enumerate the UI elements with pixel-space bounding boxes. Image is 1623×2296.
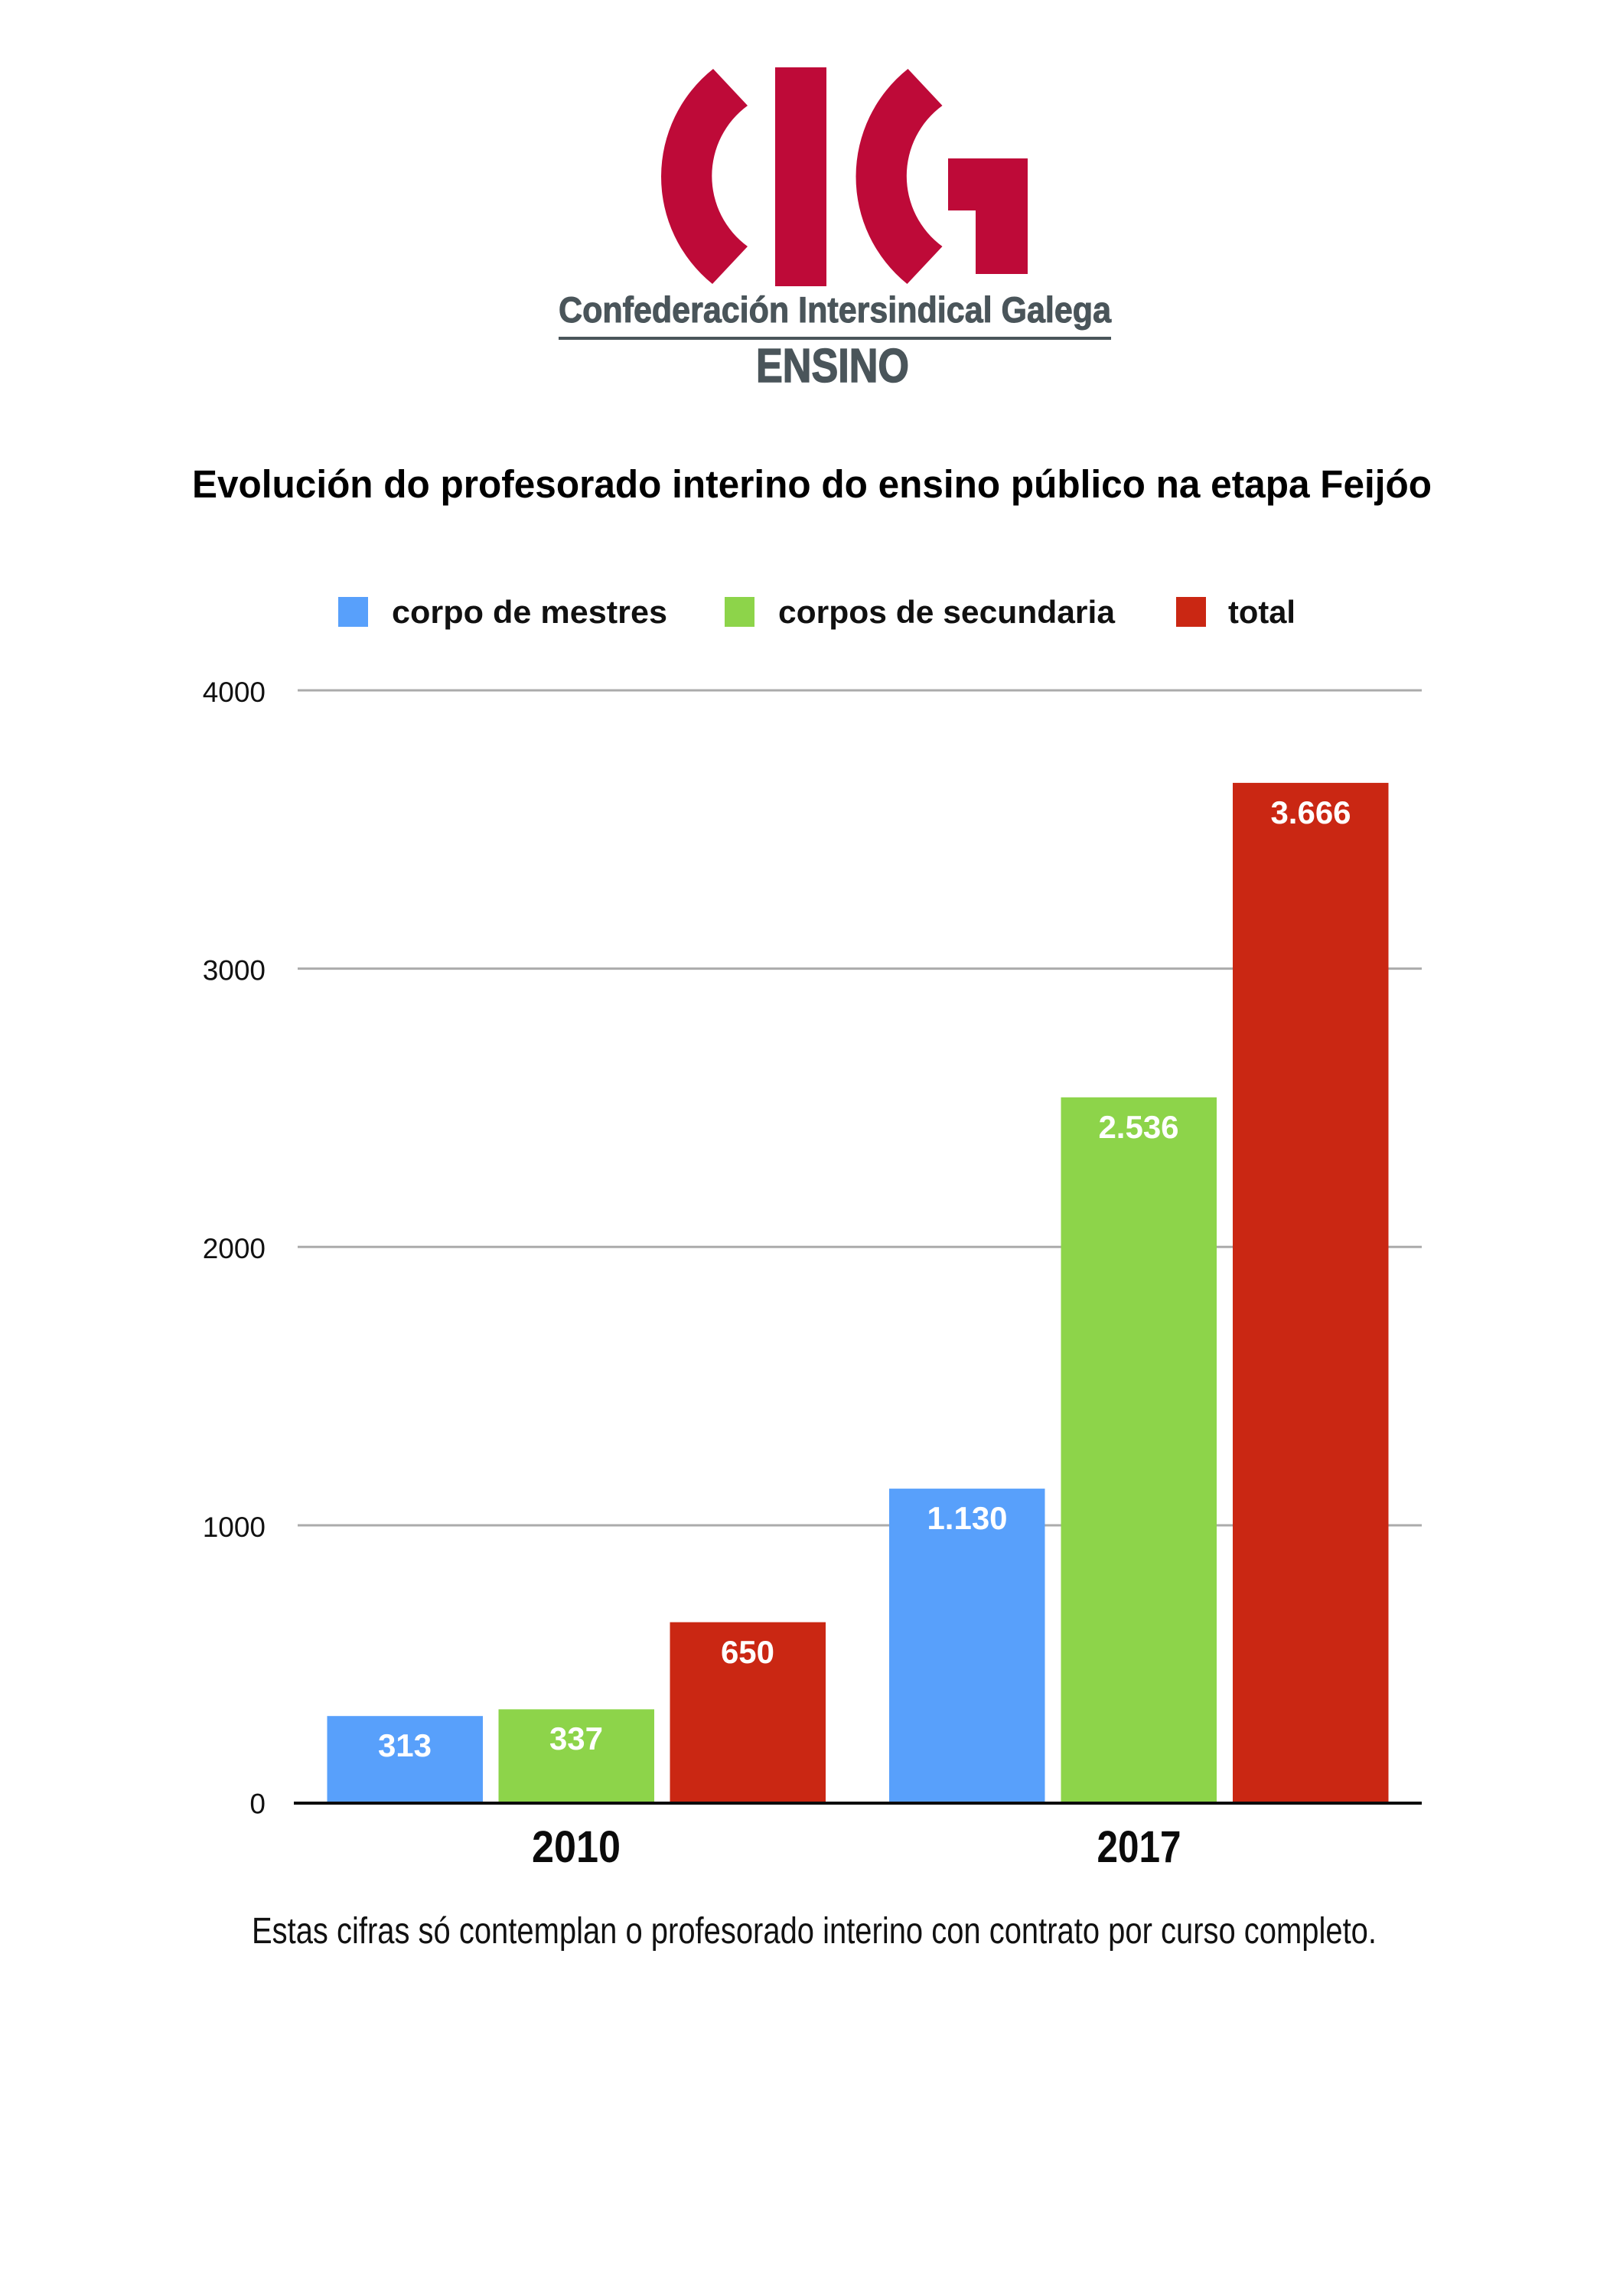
svg-text:corpo de mestres: corpo de mestres — [392, 594, 667, 630]
svg-text:Estas cifras só contemplan o p: Estas cifras só contemplan o profesorado… — [252, 1911, 1377, 1952]
svg-text:337: 337 — [549, 1720, 603, 1756]
svg-text:4000: 4000 — [203, 677, 266, 708]
svg-text:3.666: 3.666 — [1270, 794, 1351, 830]
svg-text:2010: 2010 — [532, 1822, 621, 1872]
svg-text:total: total — [1228, 594, 1295, 630]
svg-text:2000: 2000 — [203, 1233, 266, 1264]
svg-text:ENSINO: ENSINO — [756, 340, 909, 393]
svg-text:1000: 1000 — [203, 1512, 266, 1543]
svg-text:2017: 2017 — [1097, 1822, 1181, 1872]
svg-text:1.130: 1.130 — [927, 1500, 1007, 1536]
svg-text:0: 0 — [249, 1788, 266, 1819]
svg-text:650: 650 — [721, 1634, 774, 1670]
svg-text:2.536: 2.536 — [1098, 1109, 1178, 1145]
svg-text:313: 313 — [378, 1727, 432, 1763]
svg-text:3000: 3000 — [203, 955, 266, 987]
svg-text:Evolución do profesorado inter: Evolución do profesorado interino do ens… — [192, 462, 1432, 506]
svg-text:corpos de secundaria: corpos de secundaria — [778, 594, 1116, 630]
svg-text:Confederación Intersindical Ga: Confederación Intersindical Galega — [559, 289, 1112, 330]
